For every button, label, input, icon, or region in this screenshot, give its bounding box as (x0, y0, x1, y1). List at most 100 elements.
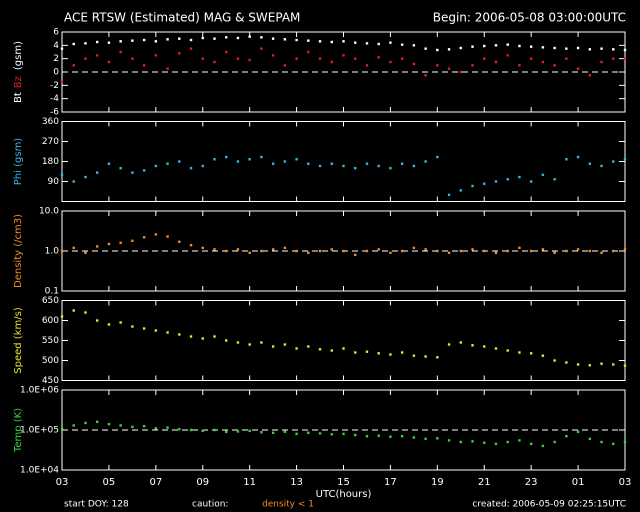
data-point (307, 39, 310, 42)
data-point (84, 421, 87, 425)
data-point (154, 427, 158, 430)
data-point (447, 439, 451, 442)
data-point (248, 429, 251, 433)
data-point (471, 45, 474, 48)
data-point (307, 50, 310, 54)
data-point (436, 48, 439, 52)
data-point (154, 329, 158, 332)
created-time: created: 2006-05-09 02:25:15UTC (472, 500, 626, 510)
data-point (529, 352, 533, 355)
y-tick-label: 90 (48, 177, 60, 187)
data-point (623, 364, 627, 367)
data-point (471, 184, 474, 188)
data-point (553, 359, 556, 362)
y-tick-label: 1.0E+04 (20, 466, 59, 476)
data-point (283, 246, 287, 250)
data-point (471, 440, 474, 443)
data-point (142, 327, 146, 330)
data-point (447, 48, 451, 51)
x-tick-label: 03 (56, 477, 69, 488)
data-point (225, 36, 228, 39)
data-point (588, 437, 592, 441)
data-point (330, 248, 333, 251)
data-point (588, 48, 592, 51)
data-point (600, 60, 603, 64)
data-point (494, 251, 498, 255)
data-point (436, 155, 439, 159)
data-point (553, 251, 556, 255)
data-point (72, 64, 75, 67)
data-point (600, 440, 603, 444)
x-tick-label: 09 (196, 477, 209, 488)
y-tick-label: 6 (53, 28, 59, 38)
data-point (95, 420, 99, 424)
x-tick-label: 23 (525, 477, 538, 488)
data-point (576, 46, 580, 50)
x-tick-label: 03 (619, 477, 632, 488)
data-point (412, 164, 416, 168)
data-point (600, 47, 603, 50)
data-point (283, 38, 287, 41)
data-point (342, 347, 345, 350)
data-point (400, 434, 404, 438)
data-point (518, 246, 521, 250)
data-point (494, 44, 498, 47)
data-point (60, 47, 64, 50)
data-point (459, 341, 462, 344)
data-point (541, 248, 545, 251)
data-point (236, 57, 240, 60)
data-point (154, 164, 158, 168)
data-point (518, 439, 521, 442)
data-point (541, 60, 545, 64)
data-point (506, 349, 509, 352)
data-point (260, 155, 263, 159)
data-point (236, 341, 240, 344)
data-point (365, 350, 369, 353)
data-point (436, 249, 439, 253)
y-axis-label: Speed (km/s) (13, 307, 24, 374)
data-point (424, 74, 427, 77)
data-point (412, 62, 416, 66)
start-doy: start DOY: 128 (64, 500, 129, 510)
data-point (565, 158, 568, 161)
data-point (213, 335, 216, 338)
y-tick-label: 1.0E+06 (20, 386, 59, 396)
data-point (483, 182, 486, 185)
data-point (389, 166, 392, 170)
x-tick-label: 01 (572, 477, 585, 488)
data-point (225, 339, 228, 342)
data-point (236, 160, 240, 163)
data-point (283, 64, 287, 67)
data-point (95, 40, 99, 44)
data-point (541, 46, 545, 49)
y-tick-label: 360 (42, 117, 59, 127)
data-point (131, 239, 134, 242)
data-point (95, 245, 99, 248)
data-point (225, 155, 228, 159)
data-point (166, 235, 169, 238)
data-point (72, 424, 75, 427)
data-point (201, 36, 204, 40)
data-point (95, 319, 99, 322)
y-axis-unit: (gsm) (13, 41, 24, 70)
data-point (576, 363, 580, 366)
data-point (318, 40, 322, 43)
data-point (260, 249, 263, 253)
data-point (201, 337, 204, 340)
data-point (318, 249, 322, 253)
data-point (365, 64, 369, 67)
data-point (260, 341, 263, 344)
y-tick-label: -4 (50, 94, 59, 104)
data-point (389, 251, 392, 255)
data-point (623, 158, 627, 161)
data-point (236, 36, 240, 40)
data-point (107, 60, 111, 64)
y-tick-label: 450 (42, 376, 59, 386)
y-tick-label: 550 (42, 336, 59, 346)
data-point (342, 432, 345, 436)
data-point (318, 57, 322, 60)
data-point (447, 343, 451, 346)
data-point (260, 36, 263, 39)
data-point (189, 47, 193, 50)
y-tick-label: 500 (42, 356, 59, 366)
